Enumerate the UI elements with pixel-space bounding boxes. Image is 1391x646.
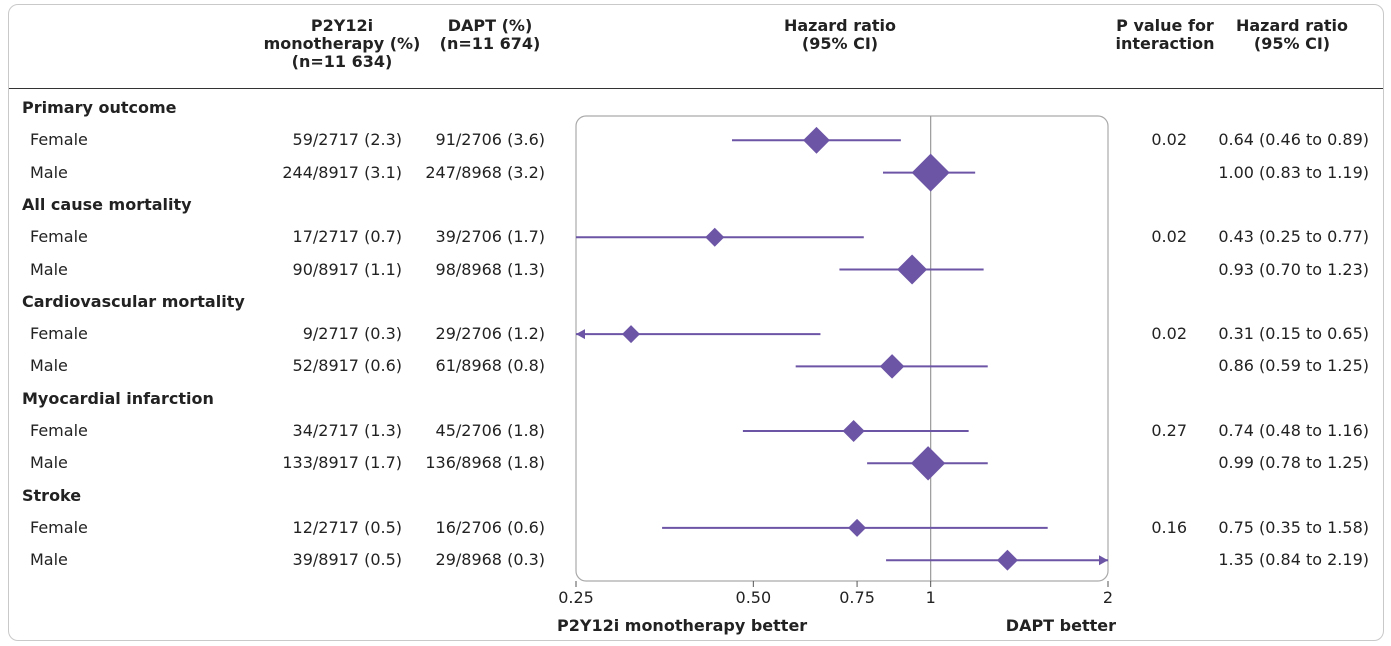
footer-right-label: DAPT better [1005, 616, 1116, 635]
figure-frame [8, 4, 1384, 641]
group-label: Cardiovascular mortality [22, 291, 245, 311]
x-tick-label: 0.25 [558, 588, 594, 607]
group-label: All cause mortality [22, 194, 192, 214]
p-interaction-value: 0.02 [1151, 324, 1187, 344]
header-hazard-ratio-text: Hazard ratio (95% CI) [1235, 16, 1349, 53]
p-interaction-value: 0.02 [1151, 130, 1187, 150]
p-interaction-value: 0.02 [1151, 227, 1187, 247]
hazard-ratio-text: 1.00 (0.83 to 1.19) [1218, 162, 1369, 182]
p2y12-count: 12/2717 (0.5) [292, 517, 402, 537]
header-p2y12-monotherapy: P2Y12i monotherapy (%) (n=11 634) [263, 16, 421, 71]
hazard-ratio-text: 0.43 (0.25 to 0.77) [1218, 227, 1369, 247]
hazard-ratio-marker [622, 325, 641, 344]
dapt-count: 39/2706 (1.7) [435, 227, 545, 247]
dapt-count: 98/8968 (1.3) [435, 259, 545, 279]
dapt-count: 45/2706 (1.8) [435, 421, 545, 440]
hazard-ratio-text: 0.86 (0.59 to 1.25) [1218, 356, 1369, 376]
hazard-ratio-marker [910, 446, 946, 481]
hazard-ratio-text: 0.74 (0.48 to 1.16) [1218, 421, 1369, 440]
row-label: Male [30, 453, 68, 473]
row-label: Female [30, 324, 88, 344]
p-interaction-value: 0.16 [1151, 517, 1187, 537]
group-label: Myocardial infarction [22, 388, 214, 408]
hazard-ratio-text: 0.31 (0.15 to 0.65) [1218, 324, 1369, 344]
header-dapt: DAPT (%) (n=11 674) [439, 16, 541, 53]
x-tick-label: 2 [1103, 588, 1113, 607]
group-label: Stroke [22, 485, 82, 505]
dapt-count: 16/2706 (0.6) [435, 517, 545, 537]
hazard-ratio-marker [879, 354, 905, 379]
x-tick-label: 0.75 [839, 588, 875, 607]
p2y12-count: 39/8917 (0.5) [292, 550, 402, 570]
row-label: Female [30, 421, 88, 440]
hazard-ratio-text: 0.99 (0.78 to 1.25) [1218, 453, 1369, 473]
dapt-count: 91/2706 (3.6) [435, 130, 545, 150]
footer-left-label: P2Y12i monotherapy better [557, 616, 808, 635]
hazard-ratio-text: 0.64 (0.46 to 0.89) [1218, 130, 1369, 150]
p2y12-count: 17/2717 (0.7) [292, 227, 402, 247]
dapt-count: 61/8968 (0.8) [435, 356, 545, 376]
row-label: Male [30, 550, 68, 570]
p2y12-count: 9/2717 (0.3) [302, 324, 402, 344]
hazard-ratio-marker [842, 419, 865, 443]
p2y12-count: 34/2717 (1.3) [292, 421, 402, 440]
row-label: Male [30, 356, 68, 376]
p2y12-count: 244/8917 (3.1) [282, 162, 402, 182]
dapt-count: 136/8968 (1.8) [425, 453, 545, 473]
header-p-interaction: P value for interaction [1115, 16, 1215, 53]
group-label: Primary outcome [22, 98, 177, 117]
ci-arrow-right [1099, 555, 1108, 566]
hazard-ratio-text: 1.35 (0.84 to 2.19) [1218, 550, 1369, 570]
x-tick-label: 1 [926, 588, 936, 607]
dapt-count: 29/2706 (1.2) [435, 324, 545, 344]
p2y12-count: 90/8917 (1.1) [292, 259, 402, 279]
ci-arrow-left [576, 329, 585, 340]
hazard-ratio-marker [911, 153, 950, 192]
dapt-count: 29/8968 (0.3) [435, 550, 545, 570]
x-tick-label: 0.50 [736, 588, 772, 607]
p2y12-count: 59/2717 (2.3) [292, 130, 402, 150]
p2y12-count: 52/8917 (0.6) [292, 356, 402, 376]
row-label: Male [30, 162, 68, 182]
hazard-ratio-text: 0.75 (0.35 to 1.58) [1218, 517, 1369, 537]
p-interaction-value: 0.27 [1151, 421, 1187, 440]
hazard-ratio-marker [897, 254, 928, 285]
hazard-ratio-text: 0.93 (0.70 to 1.23) [1218, 259, 1369, 279]
header-divider [9, 88, 1383, 89]
row-label: Female [30, 517, 88, 537]
row-label: Female [30, 227, 88, 247]
p2y12-count: 133/8917 (1.7) [282, 453, 402, 473]
hazard-ratio-marker [803, 126, 830, 154]
row-label: Female [30, 130, 88, 150]
row-label: Male [30, 259, 68, 279]
hazard-ratio-marker [848, 518, 867, 537]
hazard-ratio-marker [996, 549, 1018, 571]
header-hazard-ratio-plot: Hazard ratio (95% CI) [783, 16, 897, 53]
hazard-ratio-marker [705, 227, 725, 247]
dapt-count: 247/8968 (3.2) [425, 162, 545, 182]
plot-panel [575, 115, 1109, 582]
